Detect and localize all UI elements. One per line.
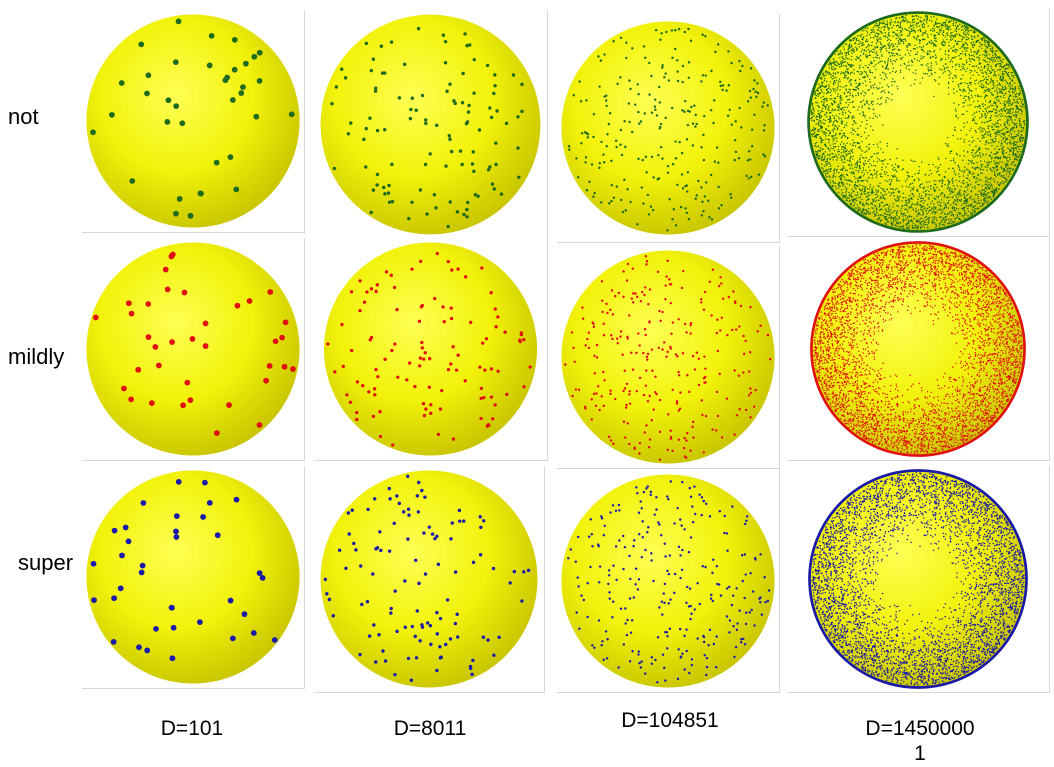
col-label-d8011: D=8011 (393, 717, 467, 740)
sphere-points (326, 251, 532, 447)
sphere-super-d104851 (557, 470, 780, 693)
sphere-svg (320, 470, 538, 688)
sphere-not-d104851 (557, 14, 780, 243)
sphere-points (567, 27, 769, 232)
sphere-points (330, 26, 524, 229)
row-label-mildly: mildly (8, 344, 65, 369)
sphere-svg (323, 242, 538, 456)
sphere-points (323, 474, 531, 682)
sphere-body (320, 14, 541, 235)
sphere-body (561, 250, 775, 464)
sphere-not-d101 (82, 10, 305, 233)
col-label-d101: D=101 (160, 717, 224, 740)
col-label-d14500001: D=1450000 1 (820, 716, 1020, 766)
sphere-body (86, 14, 300, 228)
sphere-points (92, 251, 296, 436)
col-label-line2: 1 (914, 742, 926, 765)
sphere-svg (320, 14, 541, 235)
sphere-points (564, 255, 772, 462)
sphere-body (320, 470, 538, 688)
sphere-mildly-d14500001 (787, 238, 1050, 461)
sphere-points (90, 18, 295, 219)
sphere-body (86, 242, 300, 456)
sphere-svg (561, 474, 775, 688)
sphere-body (561, 21, 775, 235)
sphere-body (323, 242, 538, 456)
sphere-points (811, 472, 1025, 686)
sphere-mildly-d101 (82, 238, 305, 461)
sphere-super-d101 (82, 466, 305, 689)
sphere-points (813, 243, 1023, 454)
sphere-mildly-d8011 (314, 238, 548, 461)
sphere-svg (86, 14, 300, 228)
sphere-not-d14500001 (787, 8, 1050, 237)
sphere-mildly-d104851 (557, 246, 780, 469)
sphere-svg (86, 242, 300, 456)
sphere-svg (561, 21, 775, 235)
sphere-svg (807, 11, 1029, 233)
col-label-d104851: D=104851 (621, 709, 719, 732)
sphere-svg (808, 469, 1028, 689)
sphere-super-d14500001 (787, 466, 1050, 693)
sphere-body (810, 241, 1026, 457)
sphere-body (561, 474, 775, 688)
sphere-super-d8011 (314, 466, 545, 693)
sphere-points (90, 478, 278, 662)
sphere-svg (86, 470, 300, 684)
sphere-body (808, 469, 1028, 689)
row-label-not: not (8, 104, 39, 129)
sphere-points (810, 14, 1026, 230)
sphere-points (567, 480, 771, 684)
sphere-svg (561, 250, 775, 464)
sphere-svg (810, 241, 1026, 457)
sphere-body (86, 470, 300, 684)
col-label-line1: D=1450000 (865, 717, 975, 740)
row-label-super: super (18, 550, 74, 575)
sphere-not-d8011 (314, 10, 548, 240)
